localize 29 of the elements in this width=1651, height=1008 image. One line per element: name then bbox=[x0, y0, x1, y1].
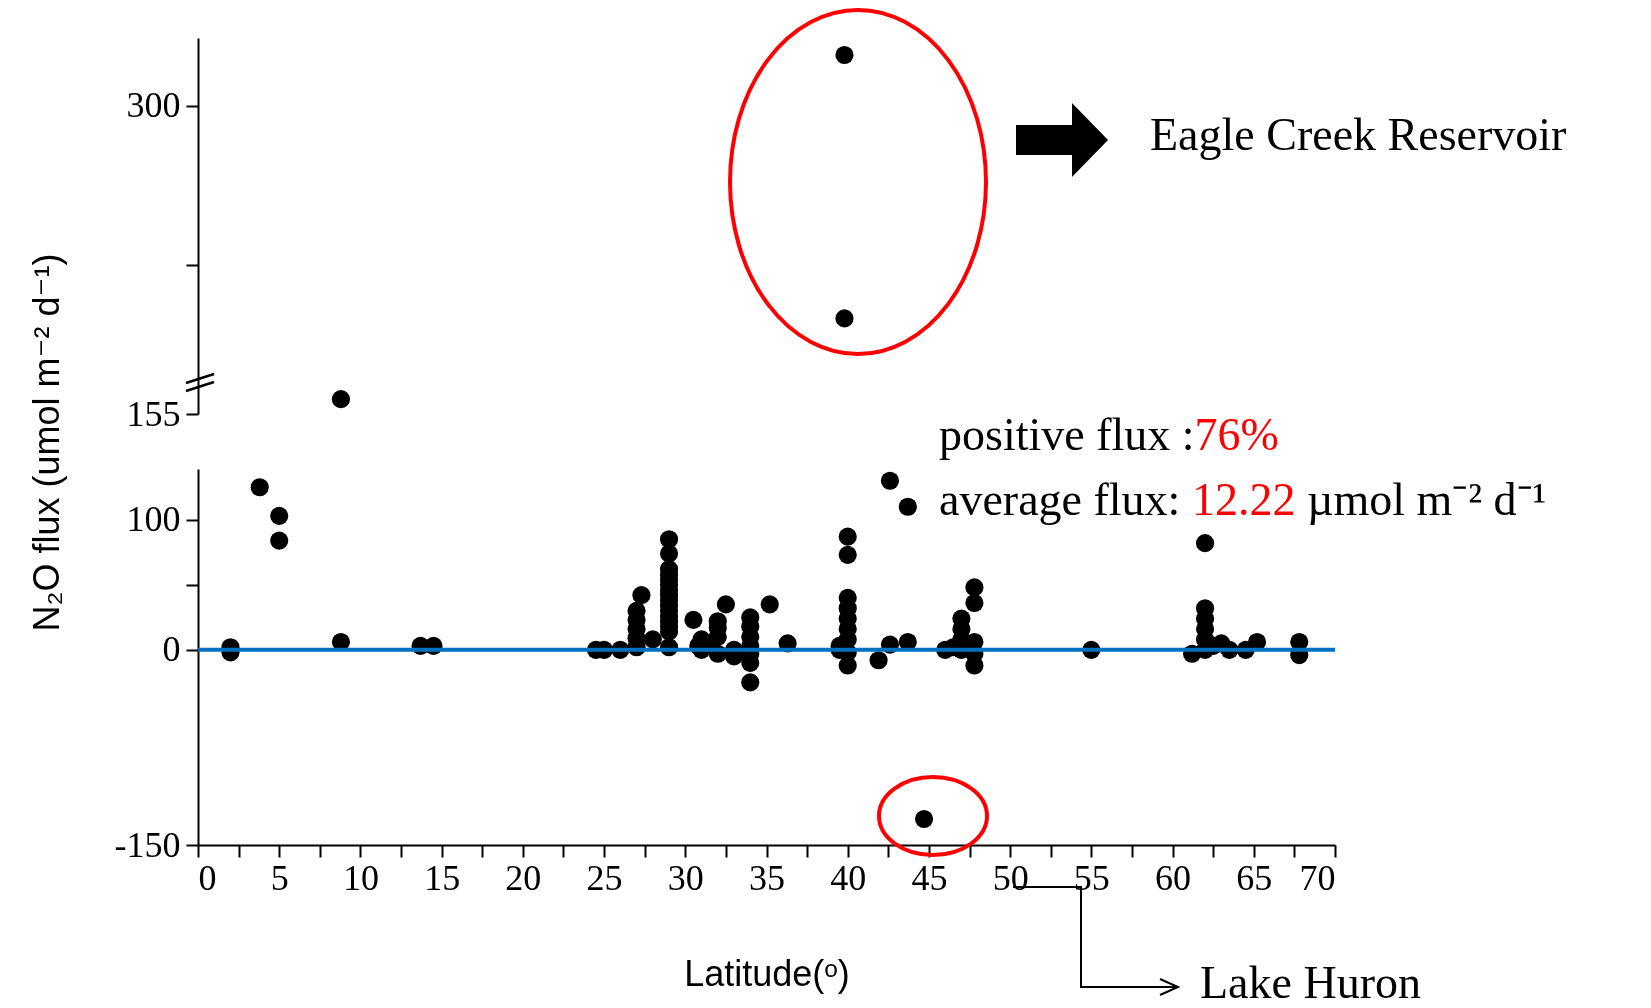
point bbox=[331, 390, 351, 409]
x-tick-label: 25 bbox=[586, 857, 623, 898]
x-tick-label: 55 bbox=[1073, 857, 1110, 898]
y-tick-label: 0 bbox=[162, 629, 181, 670]
annotation: positive flux :76% bbox=[939, 409, 1279, 460]
y-tick-label: -150 bbox=[114, 824, 181, 865]
y-tick-label: 100 bbox=[126, 499, 181, 540]
x-tick-label: 50 bbox=[992, 857, 1029, 898]
annotation: average flux: 12.22 µmol m⁻² d⁻¹ bbox=[939, 474, 1547, 525]
x-tick-label: 65 bbox=[1236, 857, 1273, 898]
x-tick-label: 0 bbox=[198, 857, 217, 898]
x-tick-label: 40 bbox=[830, 857, 867, 898]
text: Lake Huron bbox=[1200, 957, 1421, 1008]
point bbox=[835, 45, 854, 65]
x-tick-label: 45 bbox=[911, 857, 948, 898]
annotation: Eagle Creek Reservoir bbox=[1150, 109, 1567, 160]
x-tick-label: 20 bbox=[505, 857, 542, 898]
x-tick-label: 60 bbox=[1155, 857, 1192, 898]
y-tick-label: 155 bbox=[126, 393, 181, 434]
x-tick-label: 30 bbox=[667, 857, 704, 898]
y-tick-label: 300 bbox=[126, 85, 181, 126]
x-tick-label: 5 bbox=[270, 857, 289, 898]
x-tick-label: 10 bbox=[342, 857, 379, 898]
x-axis-title: Latitude(ᵒ) bbox=[684, 952, 850, 994]
x-tick-label: 35 bbox=[749, 857, 785, 898]
x-tick-label: 15 bbox=[424, 857, 461, 898]
point bbox=[835, 309, 854, 328]
y-axis-title: N₂O flux (umol m⁻² d⁻¹) bbox=[25, 253, 67, 632]
x-tick-label: 70 bbox=[1299, 857, 1336, 898]
